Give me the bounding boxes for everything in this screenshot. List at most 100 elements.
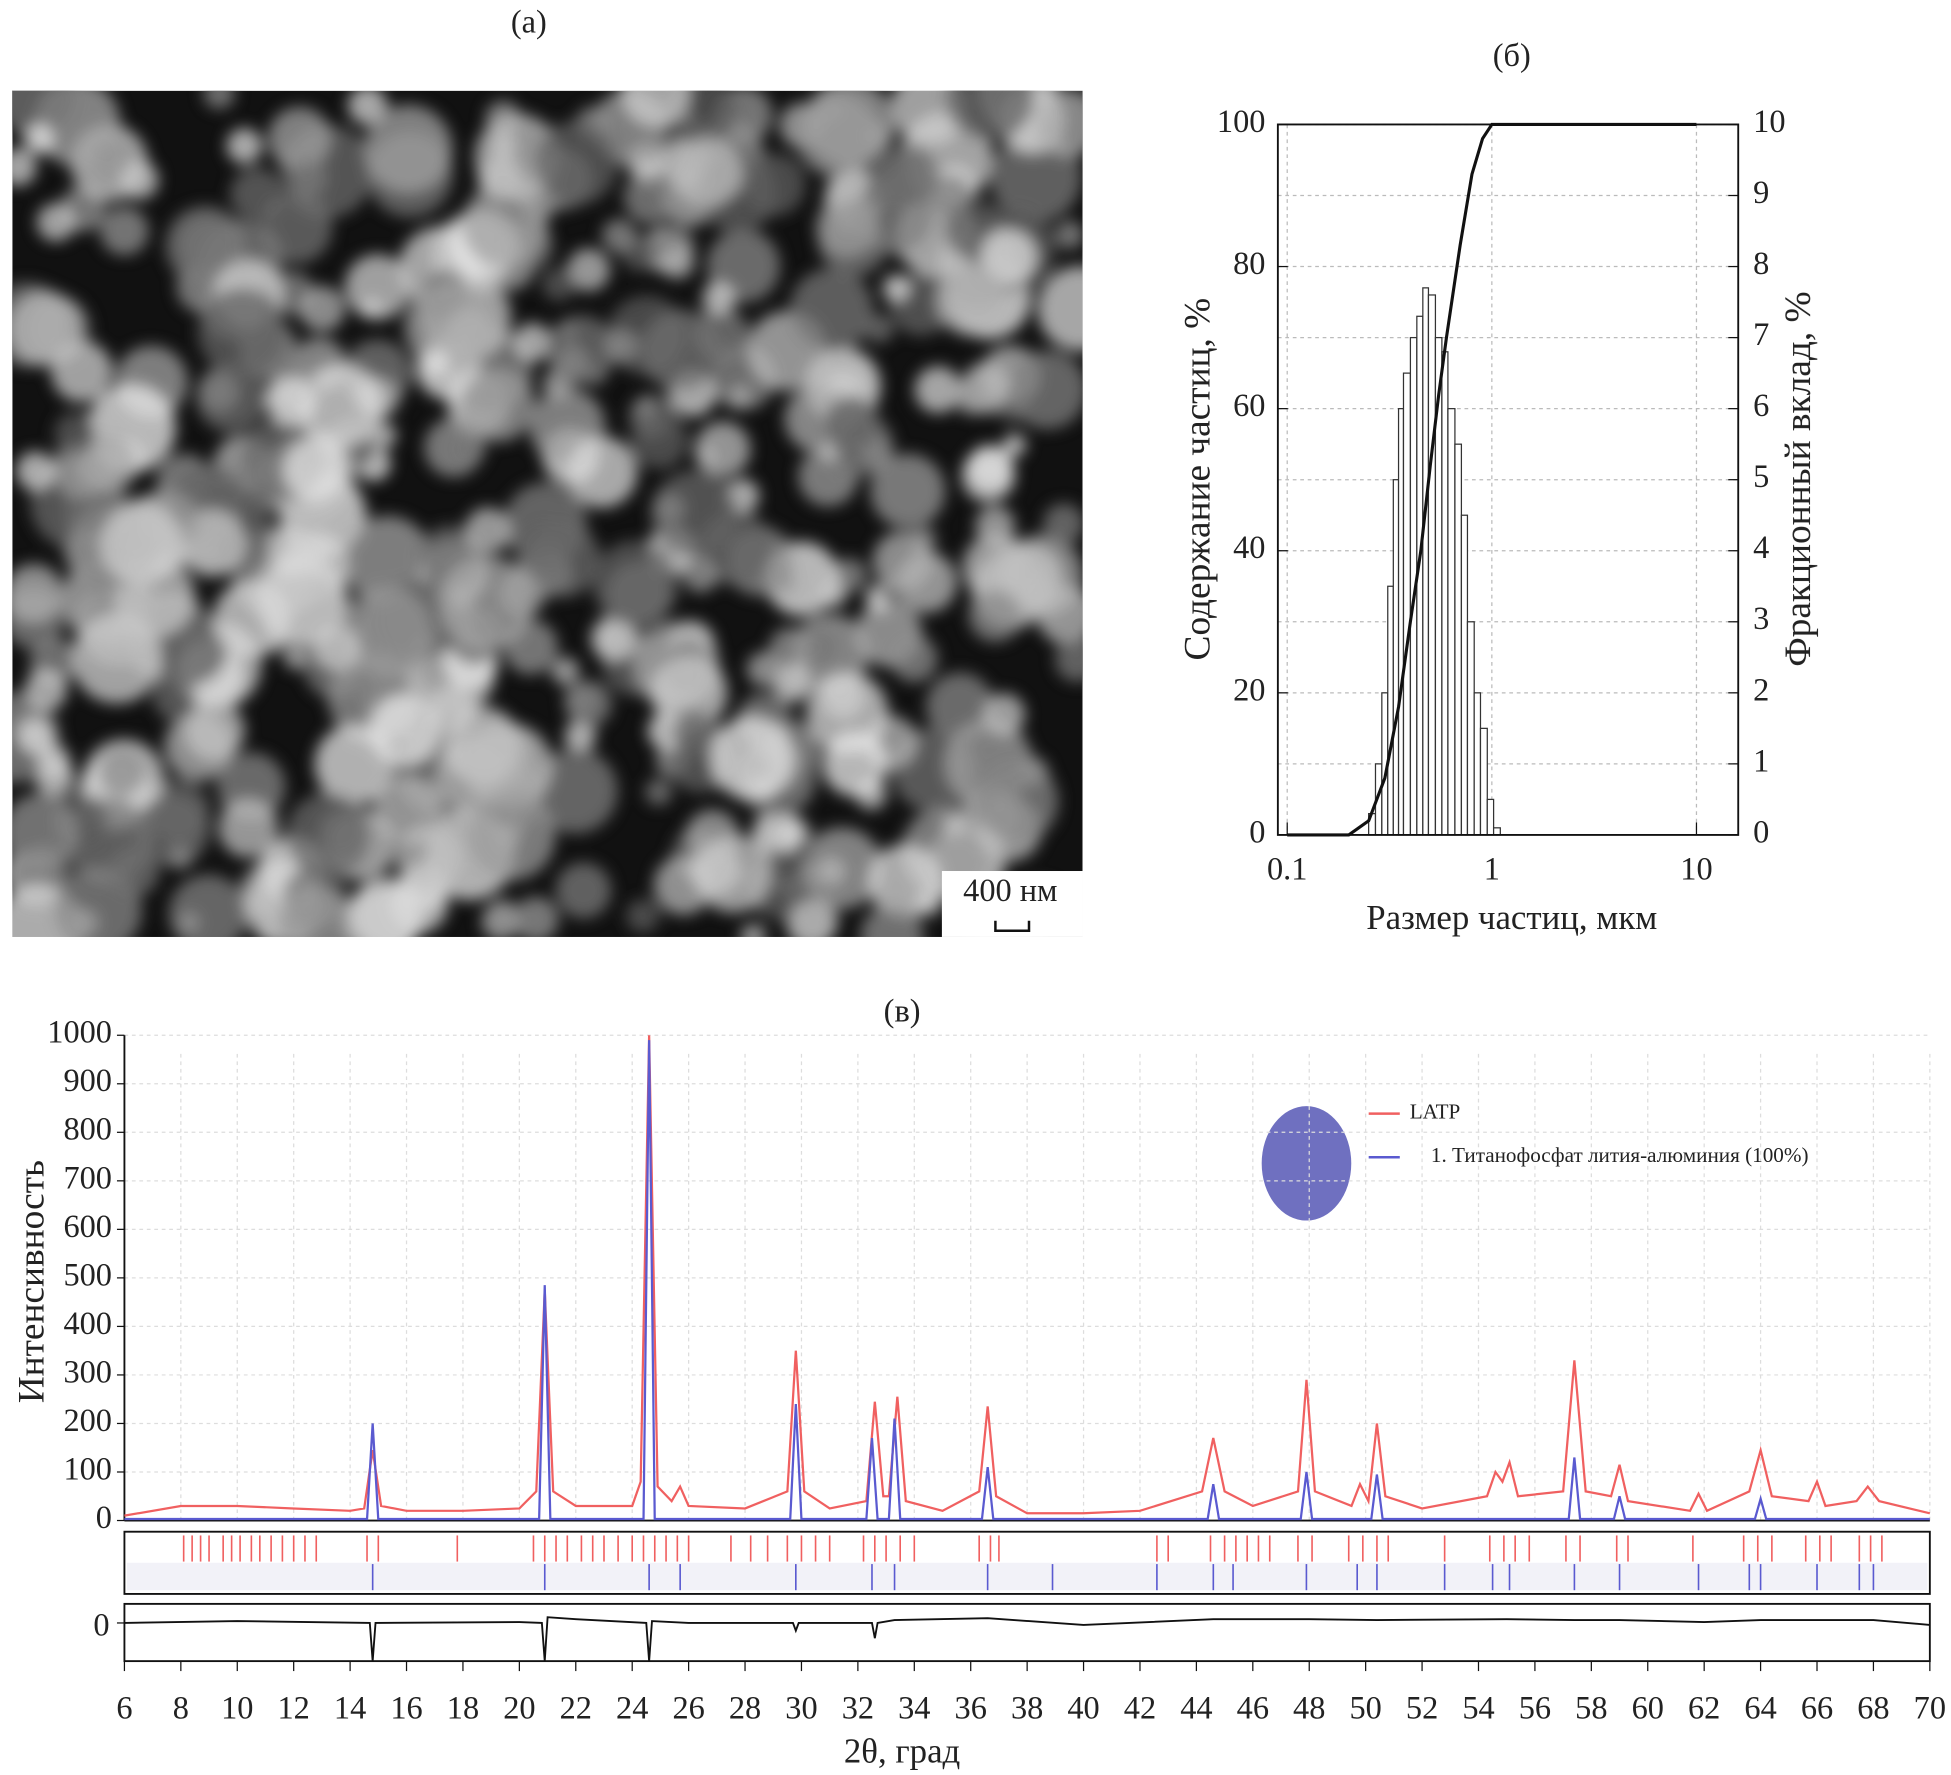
sem-grain [203, 90, 235, 109]
panel-title: (в) [884, 993, 921, 1029]
sem-grain [962, 532, 1032, 602]
x-tick-label: 10 [1680, 851, 1712, 887]
x-tick-label: 12 [278, 1689, 310, 1725]
x-tick-label: 60 [1632, 1689, 1664, 1725]
x-tick-label: 50 [1349, 1689, 1381, 1725]
sem-grain [694, 421, 751, 478]
y-tick-label: 0 [96, 1499, 112, 1535]
sem-grain [513, 322, 552, 362]
x-tick-label: 48 [1293, 1689, 1325, 1725]
y2-tick-label: 6 [1753, 387, 1769, 423]
sem-grain [564, 720, 596, 752]
x-tick-label: 16 [390, 1689, 422, 1725]
sem-grain [107, 641, 133, 668]
y2-axis-label: Фракционный вклад, % [1778, 291, 1819, 666]
sem-grain [872, 531, 934, 592]
legend-label: 1. Титанофосфат лития-алюминия (100%) [1431, 1143, 1809, 1167]
sem-grain [197, 287, 287, 377]
y-tick-label: 800 [63, 1111, 112, 1147]
x-tick-label: 40 [1067, 1689, 1099, 1725]
sem-grain [935, 264, 1007, 336]
sem-grain [266, 376, 317, 427]
sem-grain [914, 366, 962, 414]
sem-grain [975, 759, 1059, 843]
sem-grain [256, 553, 349, 646]
y-tick-label: 200 [63, 1402, 112, 1438]
sem-grain [135, 793, 210, 867]
x-tick-label: 46 [1237, 1689, 1269, 1725]
sem-grain [404, 280, 497, 373]
y-tick-label: 60 [1233, 387, 1265, 423]
sem-grain [54, 412, 97, 455]
histogram-bar [1387, 585, 1394, 836]
sem-grain [17, 718, 55, 756]
sem-grain [745, 754, 767, 776]
sem-grain [650, 654, 728, 732]
histogram-bar [1422, 287, 1430, 836]
sem-grain [532, 748, 618, 834]
sem-grain [370, 422, 397, 449]
y2-tick-label: 4 [1753, 529, 1769, 565]
histogram-bar [1392, 479, 1400, 836]
y-axis-label: Интенсивность [11, 1160, 52, 1403]
sem-grain [897, 154, 921, 178]
x-axis-label: Размер частиц, мкм [1366, 898, 1657, 937]
y-tick-label: 100 [1217, 103, 1266, 139]
sem-grain [789, 268, 874, 353]
x-tick-label: 18 [447, 1689, 479, 1725]
y-tick-label: 40 [1233, 529, 1265, 565]
plot-frame [1276, 123, 1740, 836]
sem-grain [1043, 503, 1083, 545]
sem-grain [289, 159, 328, 198]
x-tick-label: 66 [1801, 1689, 1833, 1725]
histogram-bar [1441, 351, 1449, 836]
sem-grain [743, 153, 806, 216]
y-tick-label: 500 [63, 1256, 112, 1292]
sem-grain [12, 290, 83, 367]
sem-grain [100, 206, 149, 256]
sem-grain [640, 309, 723, 392]
sem-grain [546, 315, 617, 386]
sem-grain [822, 730, 889, 797]
sem-grain [702, 282, 736, 315]
sem-grain [890, 635, 938, 683]
y2-tick-label: 3 [1753, 600, 1769, 636]
sem-grain [15, 451, 55, 491]
x-tick-label: 6 [116, 1689, 132, 1725]
sem-grain [277, 885, 354, 937]
reflection-band [126, 1562, 1928, 1591]
sem-grain [819, 580, 848, 608]
sem-grain [942, 813, 966, 837]
sem-grain [533, 120, 619, 206]
sem-grain [12, 564, 64, 624]
sem-grain [284, 646, 308, 671]
sem-grain [1033, 90, 1083, 158]
sem-grain [464, 507, 512, 554]
histogram-bar [1447, 408, 1456, 836]
sem-grain [119, 160, 159, 200]
histogram-bar [1466, 621, 1475, 836]
sem-grain [168, 874, 248, 937]
sem-grain [1055, 220, 1083, 250]
sem-grain [740, 923, 766, 937]
sem-grain [1055, 637, 1083, 682]
y-tick-label: 600 [63, 1208, 112, 1244]
sem-grain [12, 90, 76, 137]
sem-grain [982, 693, 1026, 736]
x-tick-label: 34 [898, 1689, 930, 1725]
y-axis-label: Содержание частиц, % [1177, 298, 1218, 661]
series-line [124, 1035, 1931, 1517]
scale-bar-box [941, 871, 1083, 937]
series-line [124, 1040, 1930, 1521]
sem-grain [590, 615, 636, 662]
sem-grain [78, 434, 138, 494]
sem-grain [218, 797, 279, 858]
scale-bar [994, 920, 1031, 932]
sem-grain [623, 169, 679, 225]
sem-grain [816, 856, 846, 886]
histogram-bar [1473, 692, 1482, 836]
histogram-bar [1427, 294, 1437, 836]
sem-grain [930, 174, 972, 216]
sem-grain [603, 328, 639, 364]
